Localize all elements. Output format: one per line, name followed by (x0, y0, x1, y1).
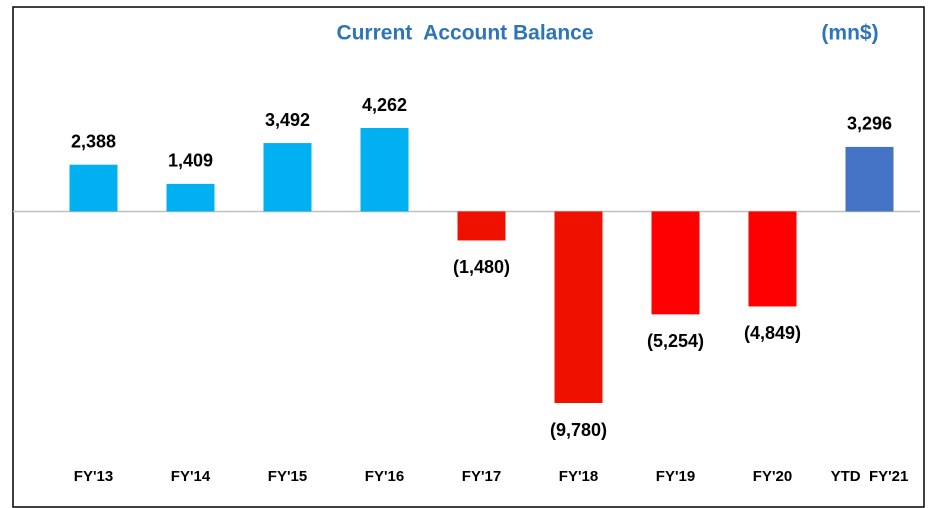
x-tick-label: YTD FY'21 (831, 468, 909, 485)
value-label: 2,388 (71, 131, 116, 151)
value-label: 3,492 (265, 110, 310, 130)
bar (166, 183, 215, 212)
value-label: (5,254) (647, 331, 704, 351)
x-tick-label: FY'16 (365, 468, 404, 485)
x-tick-label: FY'15 (268, 468, 307, 485)
x-tick-label: FY'20 (753, 468, 792, 485)
bar (263, 143, 312, 212)
value-label: 3,296 (847, 114, 892, 134)
value-label: (1,480) (453, 257, 510, 277)
bar (651, 211, 700, 315)
value-label: (9,780) (550, 420, 607, 440)
bar (69, 164, 118, 212)
bar (360, 128, 409, 212)
x-tick-label: FY'13 (74, 468, 113, 485)
chart-title: Current Account Balance (336, 22, 593, 45)
frame (12, 6, 925, 508)
unit-label: (mn$) (821, 22, 878, 45)
value-label: 1,409 (168, 151, 213, 171)
bar (554, 211, 603, 403)
x-tick-label: FY'14 (171, 468, 211, 485)
x-tick-label: FY'19 (656, 468, 695, 485)
bar (457, 211, 506, 241)
x-tick-label: FY'17 (462, 468, 501, 485)
bar (748, 211, 797, 307)
value-label: (4,849) (744, 323, 801, 343)
x-tick-label: FY'18 (559, 468, 598, 485)
value-label: 4,262 (362, 95, 407, 115)
bar (845, 146, 894, 212)
